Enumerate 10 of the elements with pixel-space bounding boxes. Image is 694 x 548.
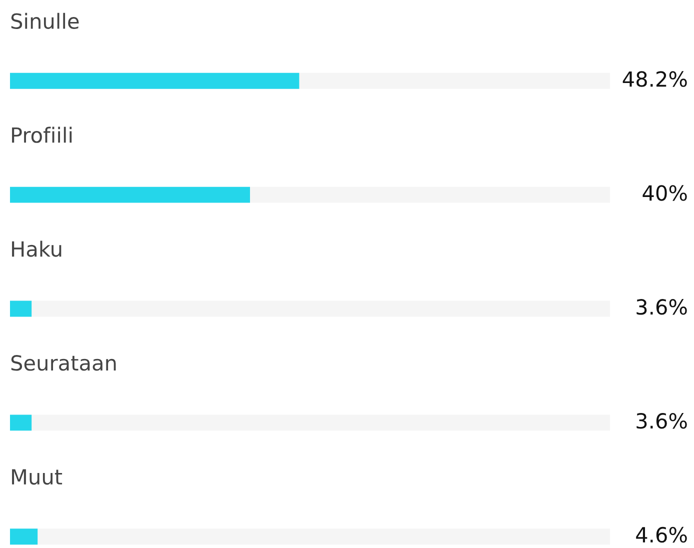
- data-label: 4.6%: [636, 526, 687, 543]
- y-tick-label: Haku: [12, 240, 62, 257]
- data-label: 40%: [642, 185, 687, 201]
- data-label: 48.2%: [622, 71, 687, 87]
- y-tick-label: Muut: [12, 469, 62, 485]
- y-tick-label: Sinulle: [11, 12, 79, 30]
- y-tick-label: Seurataan: [11, 355, 116, 371]
- data-label: 3.6%: [636, 299, 687, 315]
- y-tick-label: Profiili: [12, 126, 72, 143]
- data-label: 3.6%: [636, 412, 687, 429]
